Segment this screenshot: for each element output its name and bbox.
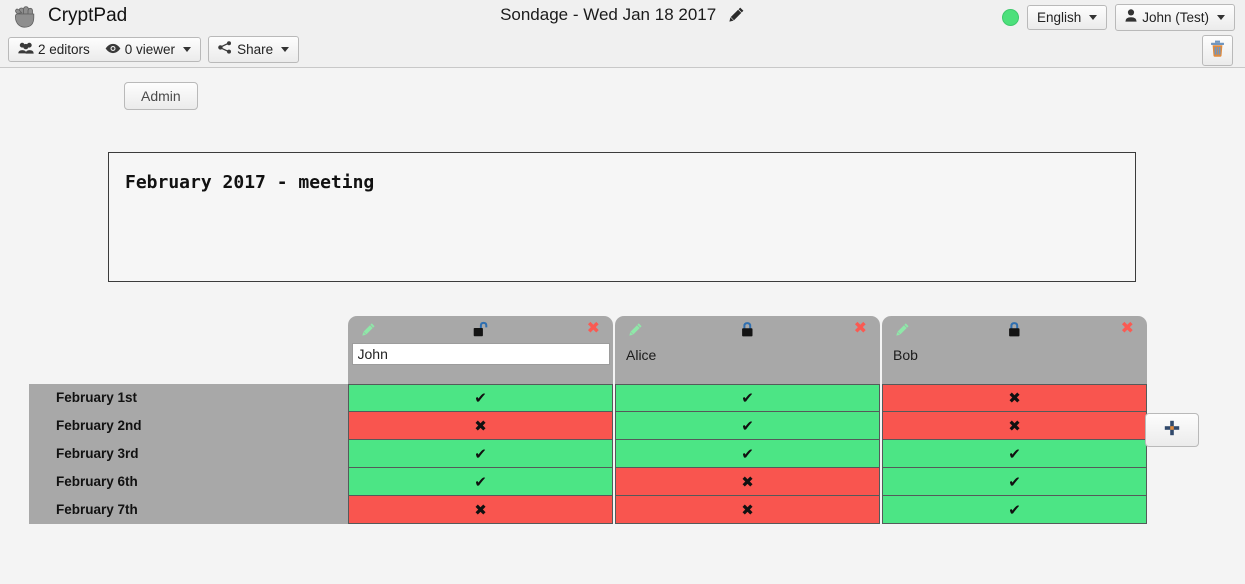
poll-column-cells: ✖ ✖ ✔ ✔ ✔ xyxy=(882,384,1147,524)
poll-column-header: ✖ Bob xyxy=(882,316,1147,384)
poll-row-label: February 1st xyxy=(56,390,138,405)
poll-column-name-label: Alice xyxy=(626,347,657,363)
trash-icon xyxy=(1210,40,1225,61)
poll-vote-cell[interactable]: ✔ xyxy=(348,468,613,496)
poll-column-header-icons: ✖ xyxy=(348,316,613,343)
poll-column-header-icons: ✖ xyxy=(882,316,1147,343)
poll-column-name-label: Bob xyxy=(893,347,918,363)
poll-vote-cell[interactable]: ✔ xyxy=(615,440,880,468)
pencil-icon[interactable] xyxy=(629,322,643,339)
poll-vote-cell[interactable]: ✔ xyxy=(615,384,880,412)
poll-column-bob: ✖ Bob ✖ ✖ ✔ ✔ ✔ xyxy=(882,316,1147,524)
poll-column-name-input[interactable] xyxy=(351,343,610,365)
pencil-icon[interactable] xyxy=(729,6,745,27)
poll-vote-cell[interactable]: ✔ xyxy=(882,496,1147,524)
editors-count-label: 2 editors xyxy=(38,41,90,57)
users-icon xyxy=(18,42,34,58)
share-label: Share xyxy=(237,41,274,57)
toolbar-left-controls: 2 editors 0 viewer xyxy=(8,36,300,63)
connection-status-green-dot xyxy=(1001,8,1019,26)
poll-vote-cell[interactable]: ✔ xyxy=(348,440,613,468)
cryptpad-fist-logo-icon xyxy=(12,2,38,29)
lock-icon[interactable] xyxy=(1007,320,1022,341)
poll-column-john: ✖ ✔ ✖ ✔ ✔ ✖ xyxy=(348,316,613,524)
poll-vote-cell[interactable]: ✔ xyxy=(348,384,613,412)
chevron-down-icon xyxy=(1089,14,1098,20)
remove-x-icon[interactable]: ✖ xyxy=(586,318,600,337)
remove-x-icon[interactable]: ✖ xyxy=(1120,318,1134,337)
lock-icon[interactable] xyxy=(740,320,755,341)
pencil-icon xyxy=(362,322,376,339)
poll-vote-cell[interactable]: ✖ xyxy=(348,496,613,524)
poll-column-cells: ✔ ✔ ✔ ✖ ✖ xyxy=(615,384,880,524)
brand: CryptPad xyxy=(12,2,127,29)
poll-vote-cell[interactable]: ✖ xyxy=(615,468,880,496)
poll-vote-cell[interactable]: ✔ xyxy=(882,468,1147,496)
poll-vote-cell[interactable]: ✖ xyxy=(348,412,613,440)
editors-viewers-dropdown[interactable]: 2 editors 0 viewer xyxy=(8,36,202,63)
share-nodes-icon xyxy=(218,41,232,58)
poll-row-label: February 3rd xyxy=(56,446,139,461)
poll-description-textarea[interactable] xyxy=(108,152,1136,282)
top-toolbar: CryptPad Sondage - Wed Jan 18 2017 Engli… xyxy=(0,0,1245,68)
poll-vote-cell[interactable]: ✖ xyxy=(882,384,1147,412)
toolbar-row-secondary: 2 editors 0 viewer xyxy=(0,34,1245,67)
toolbar-row-primary: CryptPad Sondage - Wed Jan 18 2017 Engli… xyxy=(0,0,1245,34)
unlock-icon[interactable] xyxy=(472,320,489,341)
user-menu-dropdown[interactable]: John (Test) xyxy=(1115,4,1235,31)
poll-row-labels: February 1st February 2nd February 3rd F… xyxy=(29,384,349,524)
poll-row-label: February 6th xyxy=(56,474,138,489)
poll-vote-cell[interactable]: ✖ xyxy=(882,412,1147,440)
chevron-down-icon xyxy=(281,46,290,52)
language-label: English xyxy=(1036,9,1082,25)
toolbar-right-controls: English John (Test) xyxy=(1001,4,1235,31)
poll-column-header: ✖ Alice xyxy=(615,316,880,384)
add-column-button[interactable] xyxy=(1145,413,1199,447)
poll-columns: ✖ ✔ ✖ ✔ ✔ ✖ xyxy=(348,316,1149,524)
share-button[interactable]: Share xyxy=(208,36,300,63)
user-label: John (Test) xyxy=(1142,9,1209,25)
remove-x-icon[interactable]: ✖ xyxy=(853,318,867,337)
poll-vote-cell[interactable]: ✔ xyxy=(882,440,1147,468)
plus-icon xyxy=(1164,420,1180,440)
chevron-down-icon xyxy=(183,46,192,52)
admin-button[interactable]: Admin xyxy=(124,82,198,111)
page-title: Sondage - Wed Jan 18 2017 xyxy=(500,5,717,24)
editors-group: 2 editors xyxy=(18,42,90,58)
eye-icon xyxy=(105,42,121,58)
chevron-down-icon xyxy=(1217,14,1225,20)
poll-vote-cell[interactable]: ✖ xyxy=(615,496,880,524)
poll-row-label: February 2nd xyxy=(56,418,142,433)
poll-column-cells: ✔ ✖ ✔ ✔ ✖ xyxy=(348,384,613,524)
poll-vote-cell[interactable]: ✔ xyxy=(615,412,880,440)
viewers-group: 0 viewer xyxy=(105,42,175,58)
language-dropdown[interactable]: English xyxy=(1026,4,1108,31)
brand-name: CryptPad xyxy=(48,4,128,26)
poll-column-alice: ✖ Alice ✔ ✔ ✔ ✖ ✖ xyxy=(615,316,880,524)
viewers-count-label: 0 viewer xyxy=(124,41,176,57)
delete-pad-button[interactable] xyxy=(1202,35,1233,66)
pencil-icon[interactable] xyxy=(896,322,910,339)
user-icon xyxy=(1125,9,1137,26)
poll-column-header: ✖ xyxy=(348,316,613,384)
poll-row-label: February 7th xyxy=(56,502,138,517)
main-content: Admin February 1st February 2nd February… xyxy=(0,68,1245,584)
poll-column-header-icons: ✖ xyxy=(615,316,880,343)
